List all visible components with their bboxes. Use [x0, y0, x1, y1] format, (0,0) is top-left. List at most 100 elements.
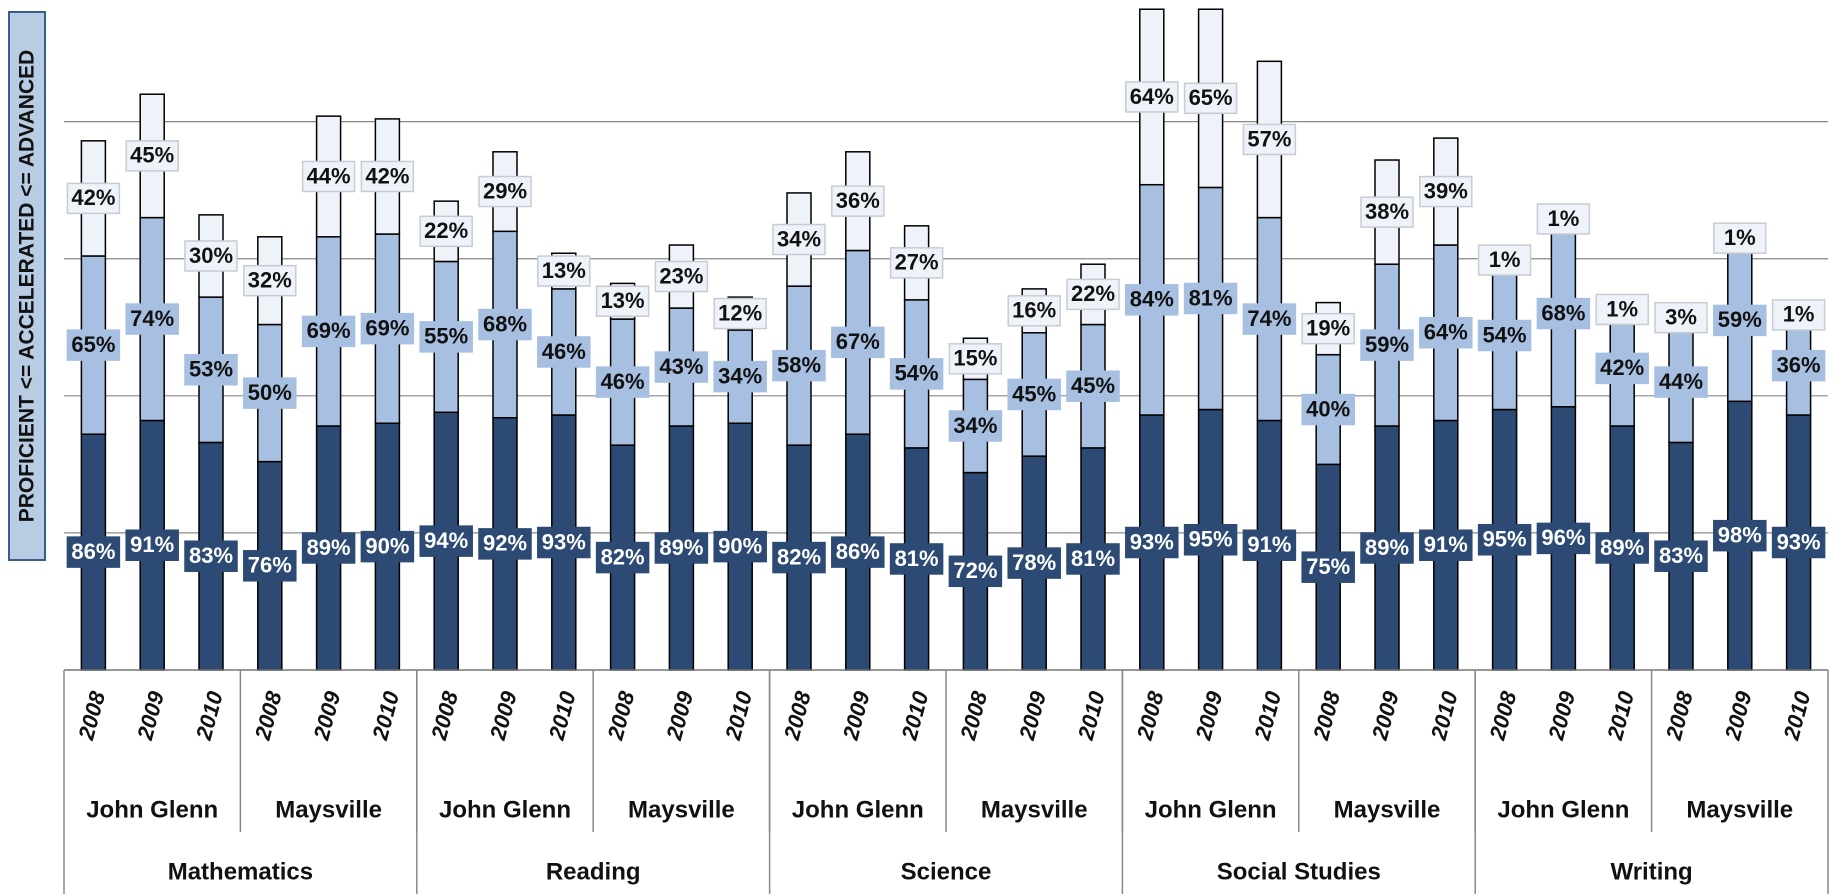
x-tick-label: 2009 [132, 688, 169, 743]
value-label-bg [537, 336, 591, 368]
y-axis-title-box [8, 11, 46, 561]
x-tick-label: 2009 [1190, 688, 1227, 743]
value-label: 15% [953, 346, 997, 371]
value-label-bg [1477, 244, 1532, 276]
value-label-bg [1771, 526, 1826, 559]
value-label-bg [1654, 366, 1708, 398]
value-label: 34% [777, 226, 821, 251]
value-label: 65% [71, 332, 115, 357]
value-label: 65% [1189, 85, 1233, 110]
value-label-bg [1242, 529, 1297, 561]
value-label: 46% [542, 339, 586, 364]
value-label-bg [1183, 524, 1238, 556]
value-label-bg [1125, 526, 1179, 559]
value-label: 68% [1541, 300, 1585, 325]
value-label-bg [1419, 317, 1473, 349]
value-label-bg [419, 321, 473, 353]
value-label: 83% [189, 543, 233, 568]
value-label: 45% [1012, 381, 1056, 406]
value-label-bg [713, 530, 767, 563]
value-label: 86% [71, 539, 115, 564]
value-label-bg [948, 343, 1003, 375]
x-tick-label: 2010 [544, 688, 581, 743]
value-label: 22% [1071, 281, 1115, 306]
school-label: Maysville [628, 796, 735, 823]
value-label: 90% [365, 533, 409, 558]
value-label: 84% [1130, 287, 1174, 312]
school-label: Maysville [981, 796, 1088, 823]
x-tick-label: 2010 [1249, 688, 1286, 743]
value-label-bg [1125, 81, 1179, 113]
value-label: 91% [1247, 532, 1291, 557]
value-label-bg [125, 140, 179, 172]
value-label: 45% [130, 143, 174, 168]
value-label: 1% [1724, 225, 1756, 250]
value-label: 44% [307, 163, 351, 188]
value-label: 94% [424, 528, 468, 553]
value-label-bg [713, 360, 767, 393]
value-label: 12% [718, 300, 762, 325]
value-label: 22% [424, 218, 468, 243]
value-label: 54% [1483, 322, 1527, 347]
school-label: Maysville [1686, 796, 1793, 823]
x-tick-label: 2008 [1132, 688, 1169, 743]
value-label: 59% [1718, 307, 1762, 332]
value-label-bg [1419, 529, 1473, 561]
value-label: 78% [1012, 550, 1056, 575]
value-label: 53% [189, 357, 233, 382]
value-label-bg [66, 182, 121, 215]
value-label-bg [1419, 175, 1473, 208]
value-label-bg [1713, 519, 1767, 552]
subject-label: Science [901, 858, 992, 885]
x-tick-label: 2009 [485, 688, 522, 743]
value-label-bg [713, 297, 767, 330]
value-label-bg [1301, 551, 1355, 583]
x-tick-label: 2008 [955, 688, 992, 743]
value-label-bg [184, 354, 238, 386]
value-label-bg [1654, 540, 1708, 572]
x-tick-label: 2009 [308, 688, 345, 743]
x-tick-label: 2010 [720, 688, 757, 743]
value-label-bg [1066, 370, 1120, 402]
value-label-bg [772, 541, 826, 574]
value-label-bg [537, 255, 591, 287]
value-label: 75% [1306, 554, 1350, 579]
value-label: 57% [1247, 126, 1291, 151]
value-label-bg [360, 160, 415, 193]
value-label-bg [831, 326, 885, 359]
value-label-bg [1771, 299, 1826, 331]
value-label: 95% [1483, 527, 1527, 552]
x-tick-label: 2009 [1014, 688, 1051, 743]
x-tick-label: 2010 [1602, 688, 1639, 743]
school-label: John Glenn [86, 796, 218, 823]
value-label: 38% [1365, 199, 1409, 224]
value-label-bg [889, 543, 944, 575]
value-label: 92% [483, 531, 527, 556]
value-label: 89% [307, 535, 351, 560]
value-label: 1% [1548, 206, 1580, 231]
value-label: 44% [1659, 369, 1703, 394]
school-label: John Glenn [792, 796, 924, 823]
subject-label: Mathematics [168, 858, 313, 885]
value-label-bg [772, 349, 826, 382]
value-label: 82% [601, 544, 645, 569]
value-label-bg [595, 366, 650, 398]
value-label-bg [1125, 284, 1179, 316]
x-tick-label: 2010 [896, 688, 933, 743]
value-label-bg [1360, 532, 1414, 564]
x-tick-label: 2008 [250, 688, 287, 743]
value-label: 16% [1012, 298, 1056, 323]
value-label-bg [595, 285, 650, 317]
value-label: 69% [307, 318, 351, 343]
x-tick-label: 2010 [1778, 688, 1815, 743]
value-label: 59% [1365, 332, 1409, 357]
x-tick-label: 2008 [1661, 688, 1698, 743]
value-label-bg [1713, 304, 1767, 337]
subject-label: Social Studies [1217, 858, 1381, 885]
value-label-bg [301, 532, 356, 564]
value-label: 58% [777, 352, 821, 377]
value-label: 42% [365, 163, 409, 188]
value-label-bg [1007, 547, 1061, 579]
